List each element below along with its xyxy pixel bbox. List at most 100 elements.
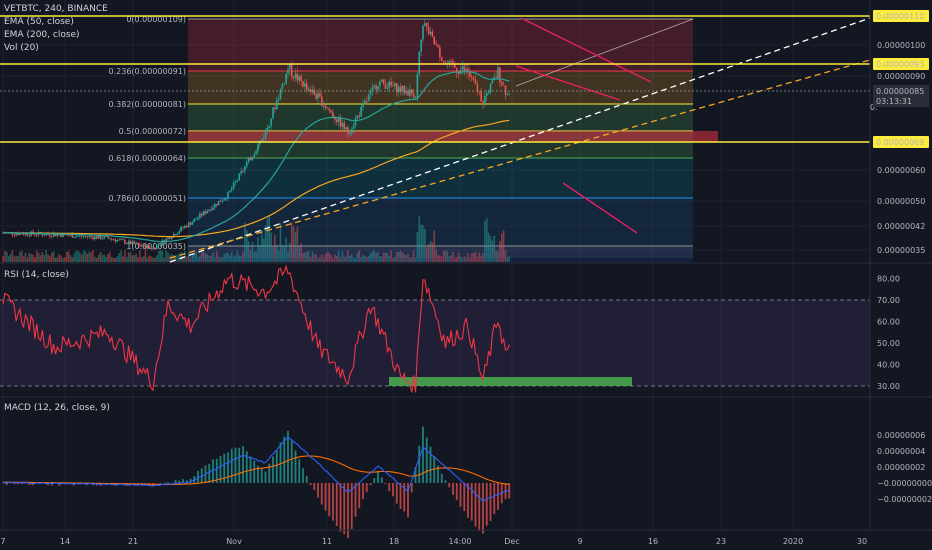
channel-top	[520, 17, 652, 83]
volume-bar	[364, 256, 366, 262]
candle-body	[95, 236, 98, 239]
volume-bar	[90, 252, 92, 262]
macd-hist-bar	[407, 483, 409, 518]
price-badge-bg	[873, 85, 929, 97]
volume-bar	[107, 253, 109, 262]
candle-body	[161, 240, 164, 245]
fib-retracement[interactable]: 0(0.00000109) 0.236(0.00000091) 0.382(0.00…	[109, 15, 719, 258]
price-tick: 0.00000050	[877, 197, 925, 206]
volume-bar	[58, 254, 61, 262]
candle-body	[454, 64, 456, 68]
candle-body	[133, 241, 136, 244]
volume-bar	[300, 243, 302, 262]
candle-body	[504, 85, 507, 95]
price-tick-cutoff: 0.	[870, 103, 878, 112]
volume-bar	[150, 256, 152, 262]
indicator-label-ema200[interactable]: EMA (200, close)	[4, 30, 80, 40]
volume-bar	[251, 242, 254, 262]
volume-bar	[450, 255, 452, 262]
symbol-title: VETBTC, 240, BINANCE	[4, 4, 108, 14]
volume-bar	[77, 250, 79, 262]
candle-body	[127, 240, 130, 244]
macd-hist-bar	[215, 458, 218, 483]
candle-body	[206, 211, 209, 214]
candle-body	[208, 209, 211, 212]
macd-title[interactable]: MACD (12, 26, close, 9)	[4, 403, 110, 413]
indicator-label-volume[interactable]: Vol (20)	[4, 43, 39, 53]
trendline-white	[169, 17, 871, 263]
rsi-support-box[interactable]	[389, 377, 632, 386]
candle-body	[332, 112, 334, 118]
volume-bar	[386, 252, 389, 262]
rsi-tick: 80.00	[877, 275, 900, 284]
macd-hist-bar	[13, 483, 16, 485]
volume-bar	[332, 257, 334, 262]
volume-bar	[315, 254, 317, 262]
candle-body	[433, 36, 436, 44]
candle-body	[182, 227, 184, 228]
candle-body	[435, 43, 437, 46]
price-axis[interactable]: 0.00000100 0.00000090 0.00000060 0.00000050…	[870, 10, 929, 255]
time-axis[interactable]: 7 14 21 Nov 11 18 14:00 Dec 9 16 23 2020 30	[0, 537, 867, 546]
candle-body	[388, 81, 391, 88]
candle-body	[266, 127, 269, 132]
macd-hist-bar	[320, 483, 323, 505]
volume-bar	[47, 254, 49, 262]
candle-body	[373, 85, 376, 88]
rsi-title[interactable]: RSI (14, close)	[4, 270, 69, 280]
candle-body	[79, 235, 81, 237]
drawings[interactable]	[169, 17, 871, 263]
candle-body	[232, 182, 235, 189]
macd-hist-bar	[302, 468, 304, 483]
candle-body	[455, 67, 458, 73]
macd-hist-bar	[429, 446, 432, 483]
volume-bar	[15, 255, 17, 262]
candle-body	[144, 244, 147, 249]
candle-body	[101, 238, 104, 240]
candle-body	[487, 92, 490, 94]
candle-body	[47, 233, 49, 235]
time-tick: Nov	[226, 537, 242, 546]
volume-bar	[493, 235, 496, 262]
macd-hist-bar	[17, 483, 19, 485]
candle-body	[350, 128, 353, 134]
volume-bar	[371, 251, 374, 262]
volume-bar	[377, 251, 379, 262]
macd-axis[interactable]: 0.00000006 0.00000004 0.00000002 −0.0000000…	[877, 431, 932, 504]
macd-hist-bar	[395, 483, 398, 504]
volume-bar	[260, 229, 263, 262]
volume-bar	[380, 256, 383, 262]
macd-hist-bar	[272, 456, 274, 483]
time-tick: 11	[322, 537, 332, 546]
rsi-axis[interactable]: 80.00 70.00 60.00 50.00 40.00 30.00	[877, 275, 900, 392]
candle-body	[129, 240, 132, 245]
volume-bar	[127, 252, 130, 262]
candle-body	[268, 125, 271, 128]
candle-body	[326, 107, 329, 109]
macd-tick: −0.00000000	[877, 479, 932, 488]
price-tick: 0.00000100	[877, 41, 925, 50]
volume-bar	[317, 257, 319, 262]
volume-bar	[189, 257, 192, 262]
volume-bar	[382, 252, 385, 262]
volume-bar	[2, 256, 4, 262]
fib-zone-5	[188, 198, 693, 246]
volume-bar	[97, 254, 100, 262]
volume-bar	[439, 255, 441, 262]
fib-zone-1	[188, 71, 693, 104]
candle-body	[234, 181, 237, 183]
macd-hist-bar	[343, 483, 346, 535]
candle-body	[99, 235, 102, 239]
volume-bar	[242, 251, 244, 262]
candle-body	[13, 234, 16, 236]
horizontal-levels[interactable]	[0, 15, 870, 143]
candle-body	[380, 79, 383, 82]
volume-bar	[187, 252, 190, 262]
volume-bar	[347, 250, 349, 262]
candle-body	[472, 77, 475, 80]
candle-body	[114, 239, 117, 242]
volume-bar	[397, 252, 400, 262]
macd-hist-bar	[193, 475, 196, 483]
indicator-label-ema50[interactable]: EMA (50, close)	[4, 17, 74, 27]
